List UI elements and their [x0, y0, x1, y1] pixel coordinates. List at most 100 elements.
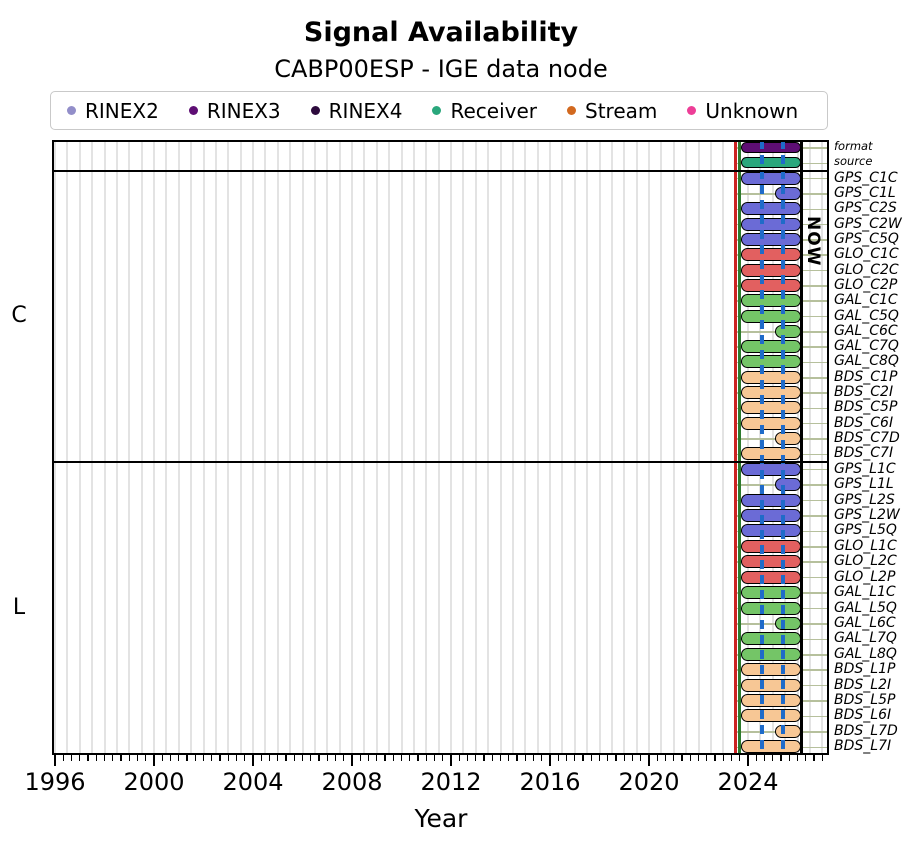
gridline-vertical [709, 140, 712, 755]
gridline-vertical [351, 140, 353, 755]
now-line [799, 140, 803, 755]
x-tick-label: 1996 [24, 768, 86, 796]
gridline-vertical [623, 140, 626, 755]
x-minor-tick [219, 755, 221, 762]
row-label: GLO_C2C [834, 261, 899, 278]
row-label: GPS_L1L [834, 476, 894, 493]
x-minor-tick [615, 755, 617, 762]
x-minor-tick [640, 755, 642, 762]
signal-bar [740, 493, 801, 507]
row-label: BDS_L7I [834, 738, 892, 755]
legend-item-label: RINEX2 [85, 98, 159, 123]
x-minor-tick [400, 755, 403, 762]
gridline-vertical [227, 140, 230, 755]
x-minor-tick [425, 755, 427, 762]
signal-bar [740, 539, 801, 553]
gridline-vertical [586, 140, 589, 755]
x-minor-tick [706, 755, 708, 762]
legend-dot-icon [687, 106, 697, 115]
axis-spine-left [52, 140, 55, 755]
gridline-vertical [808, 140, 811, 755]
x-minor-tick [483, 755, 485, 762]
x-minor-tick [730, 755, 733, 762]
x-minor-tick [763, 755, 766, 762]
row-label: GAL_C8Q [834, 353, 899, 370]
row-label: BDS_C7I [834, 445, 894, 462]
x-tick-label: 2008 [321, 768, 383, 796]
gridline-vertical [214, 140, 217, 755]
legend-item-rinex3: RINEX3 [188, 99, 281, 123]
x-minor-tick [772, 755, 774, 762]
x-minor-tick [161, 755, 163, 762]
legend-item-unknown: Unknown [687, 99, 798, 123]
x-minor-tick [145, 755, 147, 762]
signal-bar [740, 647, 801, 661]
green-event-line [737, 140, 741, 755]
x-minor-tick [120, 755, 122, 762]
x-minor-tick [178, 755, 180, 762]
x-minor-tick [491, 755, 493, 762]
row-label: GLO_L1C [834, 537, 897, 554]
x-minor-tick [235, 755, 238, 762]
gridline-vertical [276, 140, 279, 755]
x-minor-tick [499, 755, 502, 762]
x-tick-label: 2004 [222, 768, 284, 796]
x-minor-tick [541, 755, 543, 762]
row-label: BDS_C7D [834, 430, 900, 447]
x-minor-tick [136, 755, 139, 762]
gridline-vertical [462, 140, 465, 755]
signal-bar [740, 248, 801, 262]
signal-bar [775, 432, 801, 446]
row-label: BDS_L2I [834, 676, 892, 693]
gridline-vertical [672, 140, 675, 755]
legend-item-label: Stream [585, 98, 658, 123]
signal-bar [740, 555, 801, 569]
row-label: BDS_L7D [834, 722, 898, 739]
signal-bar [775, 616, 801, 630]
x-major-tick [450, 755, 452, 767]
gridline-vertical [363, 140, 366, 755]
x-minor-tick [607, 755, 609, 762]
row-label: BDS_C6I [834, 414, 894, 431]
x-tick-label: 2020 [618, 768, 680, 796]
x-minor-tick [62, 755, 64, 762]
row-label: GAL_L6C [834, 614, 896, 631]
x-minor-tick [755, 755, 757, 762]
x-minor-tick [780, 755, 782, 762]
gridline-vertical [635, 140, 638, 755]
row-label: GAL_L8Q [834, 645, 897, 662]
gridline-vertical [165, 140, 168, 755]
x-minor-tick [582, 755, 584, 762]
signal-bar [740, 462, 801, 476]
row-label: GLO_L2P [834, 568, 896, 585]
x-minor-tick [70, 755, 73, 762]
signal-bar [740, 508, 801, 522]
row-label: BDS_C1P [834, 368, 898, 385]
signal-bar [740, 586, 801, 600]
signal-bar [740, 278, 801, 292]
x-minor-tick [813, 755, 815, 762]
gridline-vertical [511, 140, 514, 755]
row-label: GPS_C5Q [834, 230, 899, 247]
x-tick-label: 2012 [420, 768, 482, 796]
signal-bar [740, 202, 801, 216]
x-minor-tick [128, 755, 130, 762]
row-label: GAL_L5Q [834, 599, 897, 616]
row-label: GAL_C5Q [834, 307, 899, 324]
gridline-vertical [660, 140, 663, 755]
section-label: C [11, 302, 27, 328]
x-minor-tick [664, 755, 667, 762]
row-label: GPS_C2S [834, 200, 897, 217]
gridline-vertical [202, 140, 205, 755]
x-tick-label: 2000 [123, 768, 185, 796]
x-minor-tick [557, 755, 559, 762]
x-minor-tick [227, 755, 229, 762]
gridline-vertical [338, 140, 341, 755]
x-minor-tick [194, 755, 196, 762]
gridline-vertical [487, 140, 490, 755]
x-minor-tick [508, 755, 510, 762]
x-minor-tick [631, 755, 634, 762]
x-minor-tick [326, 755, 328, 762]
legend: RINEX2 RINEX3 RINEX4 Receiver Stream Unknown [50, 91, 828, 130]
